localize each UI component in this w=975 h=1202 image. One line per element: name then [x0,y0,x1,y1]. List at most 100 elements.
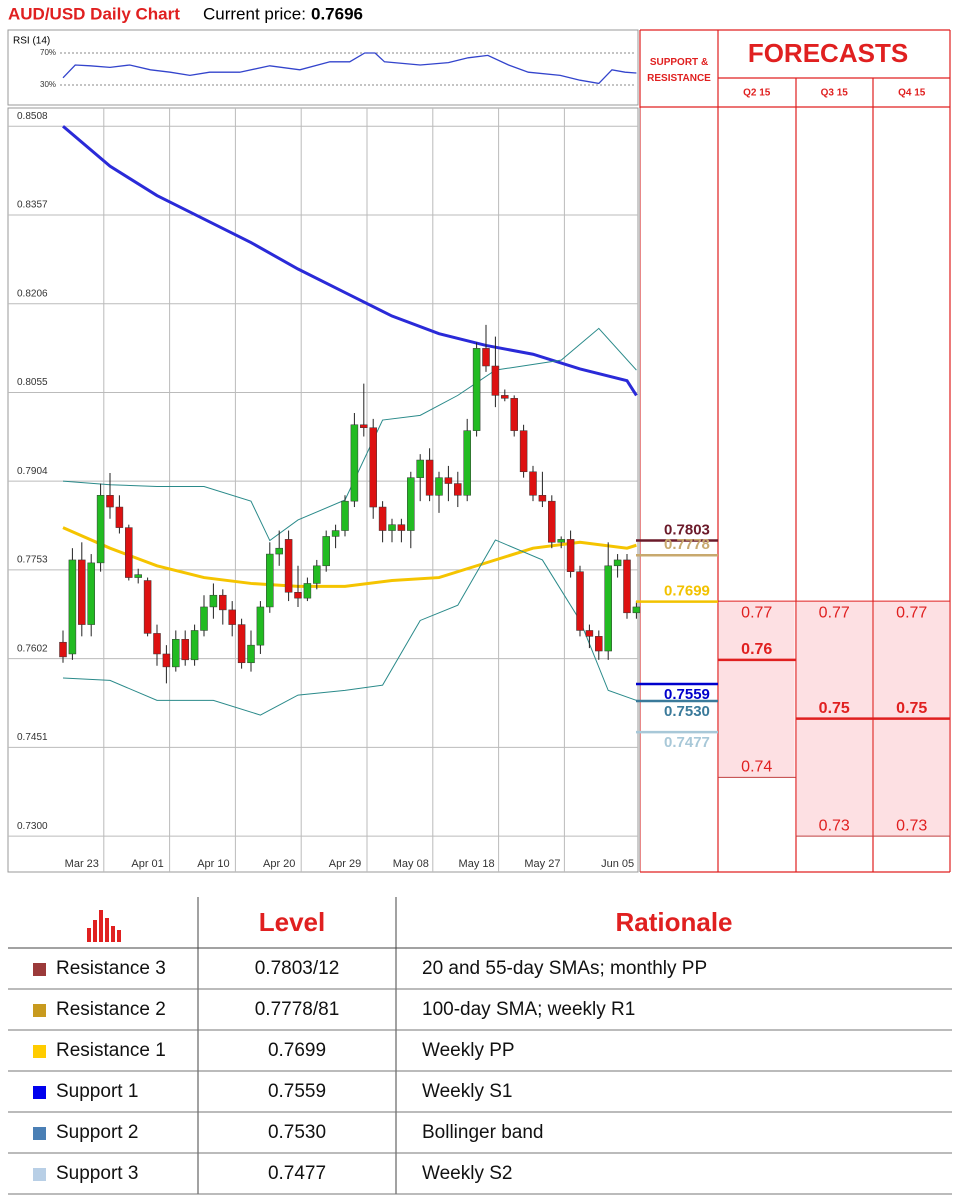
x-tick-label: May 08 [393,858,429,870]
candle-body [444,477,453,484]
table-frame [197,897,397,1194]
x-tick-label: Mar 23 [65,858,99,870]
candle-body [538,495,547,502]
candle-body [331,530,340,537]
level-label: 0.7559 [664,686,710,703]
x-tick-label: May 27 [524,858,560,870]
x-tick-label: Apr 01 [131,858,163,870]
candle-body [604,565,612,652]
candle-body [613,559,622,567]
candle-body [294,592,302,599]
chart-title: AUD/USD Daily Chart [8,4,180,23]
candle-body [557,539,565,543]
candle-body [59,641,67,658]
x-tick-label: Jun 05 [601,858,634,870]
rsi-title: RSI (14) [13,36,50,47]
forecast-high: 0.77 [896,604,927,621]
x-tick-label: May 18 [459,858,495,870]
candle-body [322,536,330,567]
candle-body [153,633,161,655]
candle-body [510,398,518,431]
candle-body [275,547,283,555]
candle-body [529,471,537,496]
y-tick-label: 0.8055 [17,377,48,388]
candle-body [313,565,321,584]
candle-body [482,348,490,367]
table-header: Level [259,907,326,937]
candle-body [219,594,227,611]
forecast-low: 0.73 [819,817,850,834]
x-tick-label: Apr 20 [263,858,295,870]
quarter-label: Q2 15 [743,88,771,99]
current-price: 0.7696 [311,4,363,23]
candle-body [519,430,528,473]
candle-body [162,653,171,668]
candle-body [454,483,462,496]
y-tick-label: 0.7451 [17,732,48,743]
x-tick-label: Apr 10 [197,858,229,870]
level-swatch [33,1127,46,1140]
candle-body [350,424,359,502]
candle-body [407,477,415,531]
candle-body [623,559,631,614]
candle-body [303,583,312,599]
level-label: 0.7699 [664,583,710,600]
level-swatch [33,1086,46,1099]
candle-body [172,639,180,668]
sr-header: SUPPORT & RESISTANCE [647,57,711,84]
candle-body [472,348,481,431]
candle-body [143,580,152,634]
chart-layer: 0.8508 0.8357 0.8206 0.8055 0.7904 0.7753 0.76… [8,38,952,1195]
candle-body [341,500,349,531]
candle-body [209,594,218,608]
row-level: 0.7778/81 [255,999,340,1020]
table-icon [87,910,121,942]
candle-body [284,539,293,593]
row-level: 0.7530 [268,1122,326,1143]
table-header: Rationale [615,907,732,937]
level-label: 0.7530 [664,703,710,720]
candle-body [96,495,105,564]
forecast-high: 0.77 [741,604,772,621]
row-name: Resistance 1 [56,1040,166,1061]
row-rationale: 20 and 55-day SMAs; monthly PP [422,958,707,979]
candle-body [548,500,556,543]
y-tick-label: 0.8206 [17,288,48,299]
candle-body [632,606,641,614]
y-tick-label: 0.7300 [17,821,48,832]
forecast-title: FORECASTS [748,38,908,68]
level-swatch [33,1004,46,1017]
row-name: Support 1 [56,1081,138,1102]
row-level: 0.7699 [268,1040,326,1061]
candle-body [190,630,199,661]
rsi-line [62,52,637,85]
row-rationale: Weekly S2 [422,1163,512,1184]
row-rationale: Bollinger band [422,1122,543,1143]
candle-body [463,430,471,496]
candle-body [360,424,368,428]
forecast-range [719,601,795,778]
row-rationale: 100-day SMA; weekly R1 [422,999,635,1020]
candle-body [425,459,434,496]
candle-body [237,624,246,664]
row-name: Resistance 3 [56,958,166,979]
row-level: 0.7559 [268,1081,326,1102]
candle-body [585,630,594,637]
rsi-panel [7,29,639,106]
candle-body [266,553,274,608]
candle-body [595,636,603,652]
level-label: 0.7778 [664,536,710,553]
row-rationale: Weekly PP [422,1040,515,1061]
candle-body [416,459,424,478]
candle-body [388,524,396,531]
row-name: Resistance 2 [56,999,166,1020]
rsi-tick-label: 30% [40,80,56,89]
candle-body [397,524,406,531]
forecast-mid: 0.75 [819,700,850,717]
y-tick-label: 0.7602 [17,643,48,654]
forecast-high: 0.77 [819,604,850,621]
level-label: 0.7803 [664,522,710,539]
candle-body [566,539,575,572]
row-level: 0.7477 [268,1163,326,1184]
